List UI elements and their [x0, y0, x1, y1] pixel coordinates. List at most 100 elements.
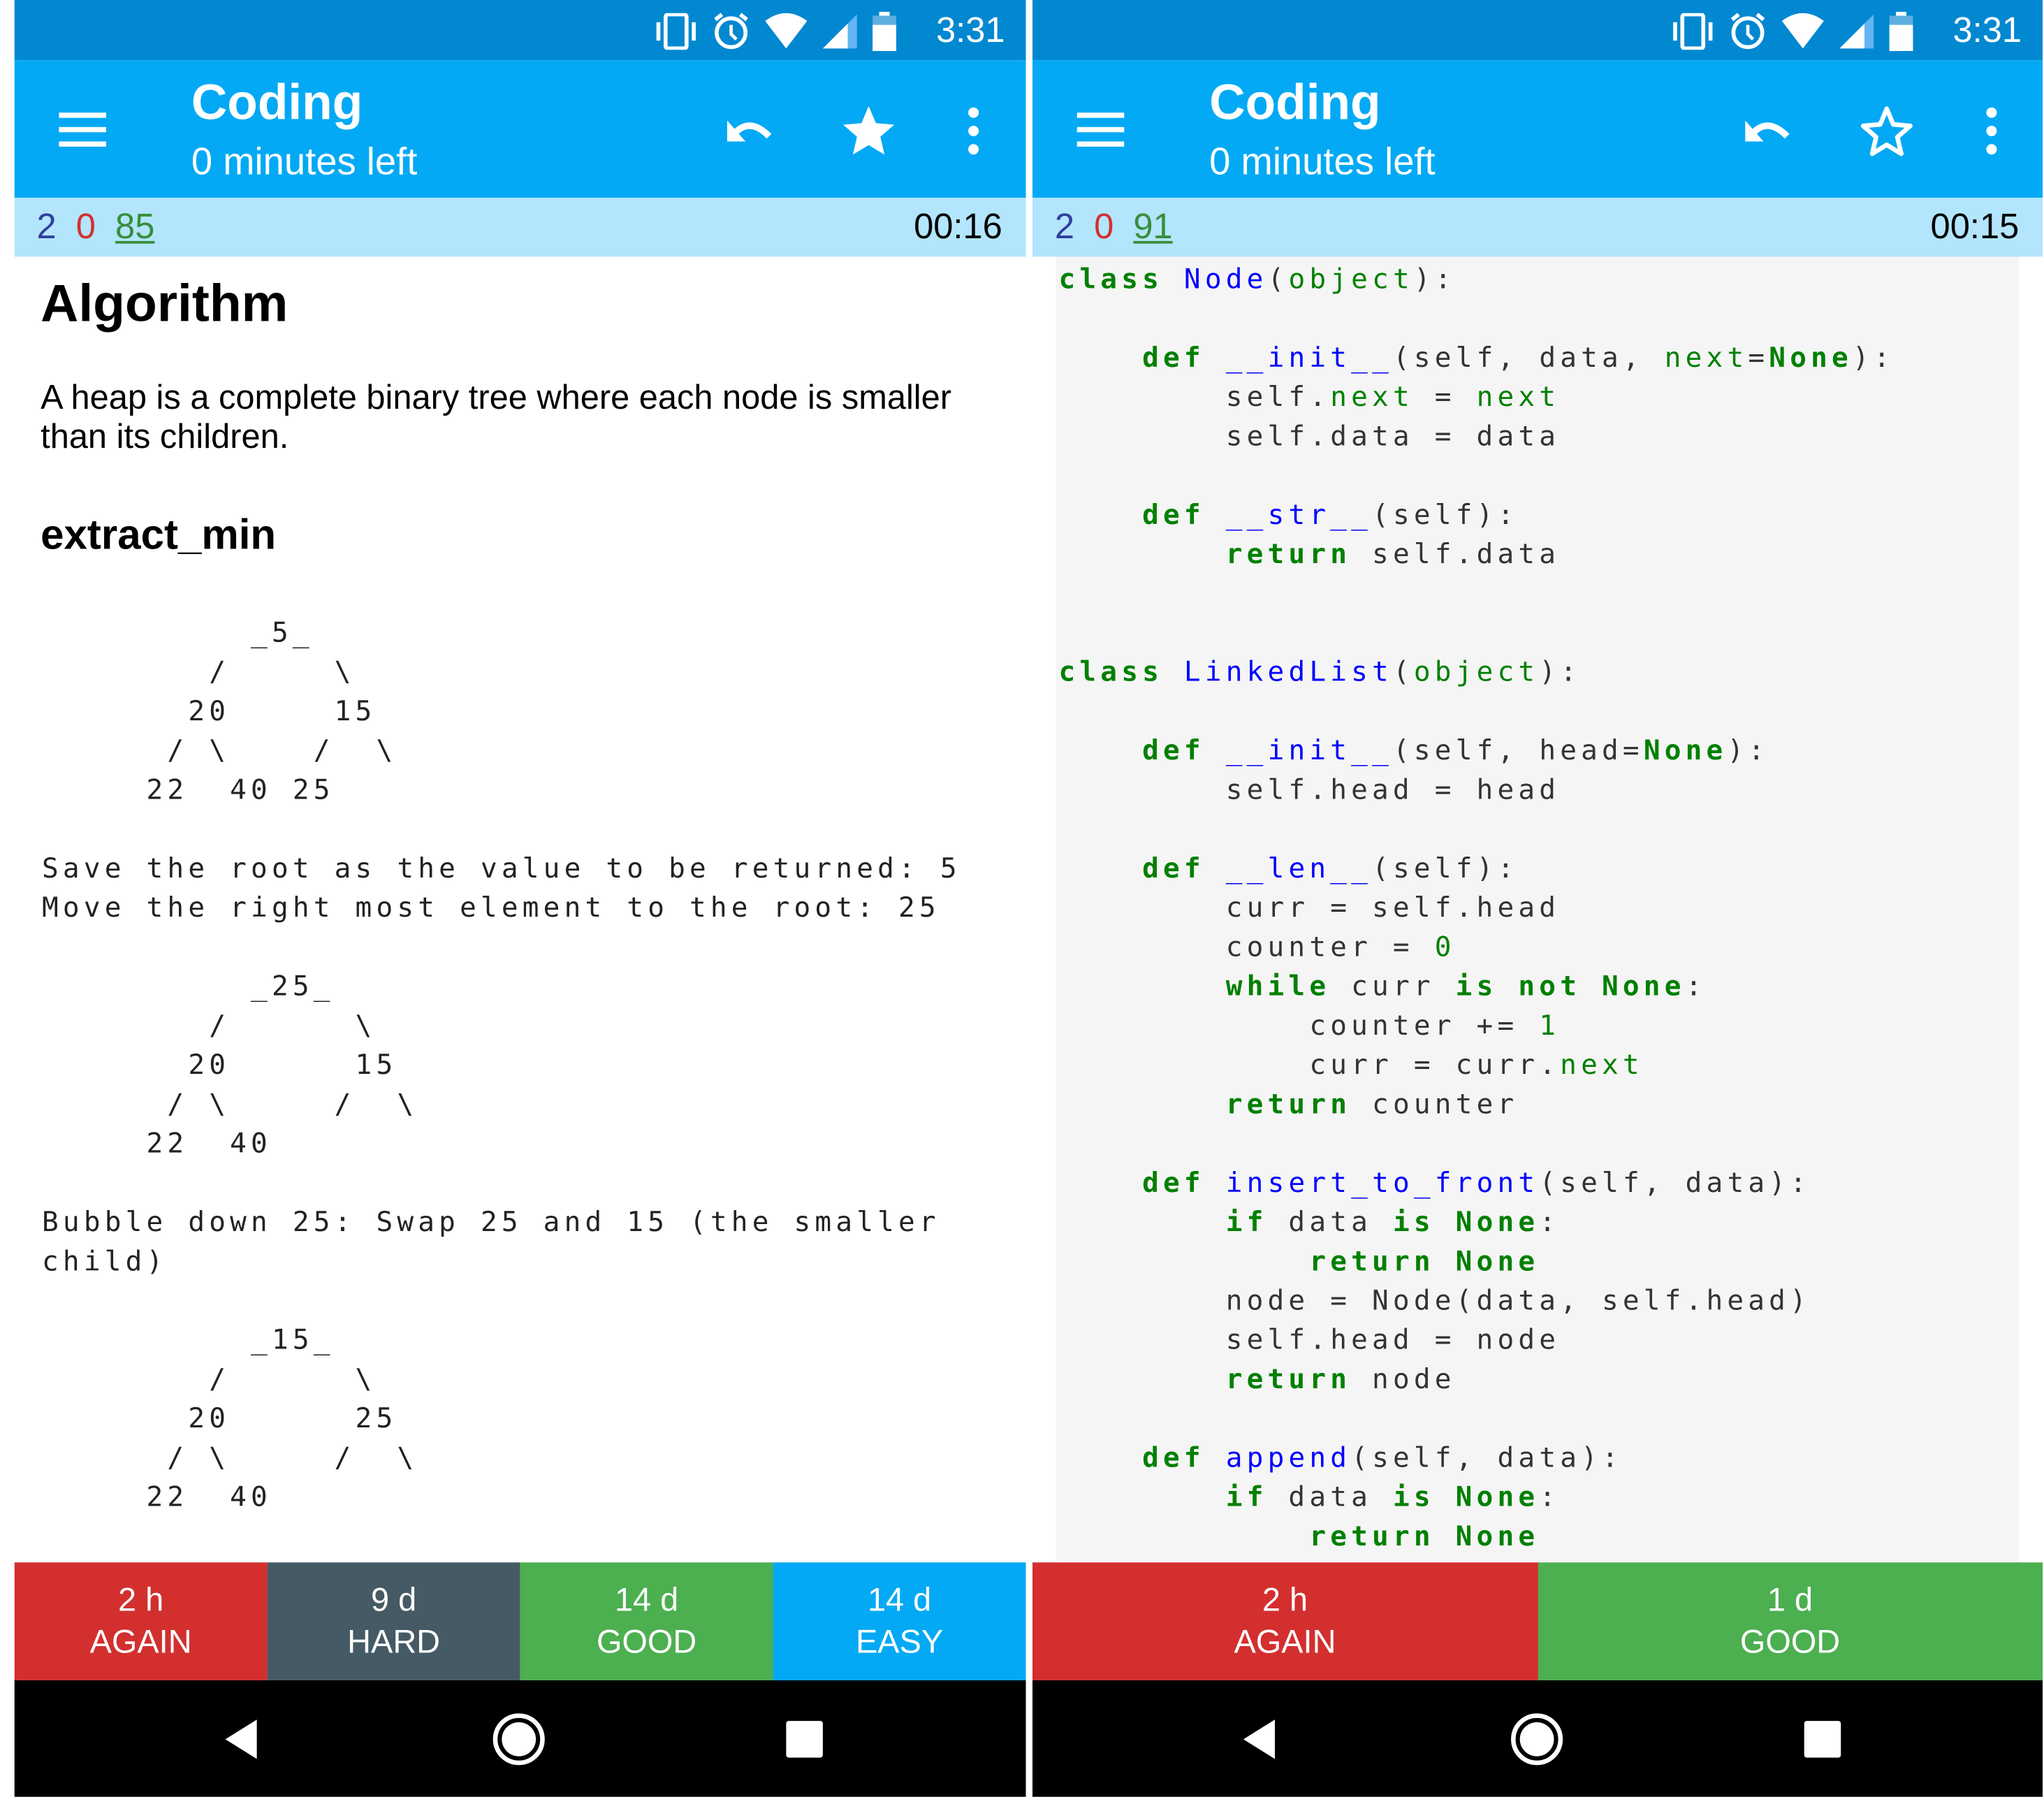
code-text	[1205, 852, 1226, 884]
code-text: curr = curr.	[1058, 1049, 1561, 1081]
code-line: return self.data	[1058, 534, 2019, 574]
code-builtin: next	[1560, 1049, 1644, 1081]
code-text: (self):	[1372, 852, 1519, 885]
more-vert-icon[interactable]	[1963, 102, 2021, 159]
code-line: def __init__(self, data, next=None):	[1058, 338, 2019, 377]
recents-icon[interactable]	[777, 1712, 832, 1767]
code-keyword: None	[1643, 734, 1728, 766]
card-counts-bar: 2 0 85 00:16	[14, 198, 1026, 257]
hard-label: HARD	[347, 1624, 441, 1661]
good-button[interactable]: 1 d GOOD	[1538, 1562, 2043, 1680]
card-content[interactable]: class Node(object): def __init__(self, d…	[1032, 256, 2043, 1563]
menu-icon[interactable]	[1076, 112, 1125, 147]
code-text: :	[1685, 970, 1707, 1002]
new-count: 2	[36, 207, 57, 247]
code-line: self.head = node	[1058, 1320, 2019, 1359]
code-text: ):	[1539, 656, 1582, 688]
good-label: GOOD	[596, 1624, 697, 1661]
hard-button[interactable]: 9 d HARD	[267, 1562, 520, 1680]
card-heading: Algorithm	[41, 275, 289, 333]
home-icon[interactable]	[1510, 1712, 1565, 1767]
code-line: node = Node(data, self.head)	[1058, 1281, 2019, 1320]
code-text: node = Node(data, self.head)	[1058, 1284, 1811, 1316]
code-text: self.data	[1351, 538, 1561, 570]
undo-icon[interactable]	[1740, 102, 1798, 159]
code-text	[1058, 1520, 1309, 1552]
code-text: (self):	[1372, 499, 1519, 531]
star-outline-icon[interactable]	[1858, 102, 1916, 159]
code-keyword: is None	[1392, 1206, 1540, 1238]
easy-label: EASY	[856, 1624, 944, 1661]
code-keyword: return None	[1309, 1245, 1540, 1277]
code-line: counter = 0	[1058, 927, 2019, 966]
again-interval: 2 h	[118, 1582, 164, 1619]
review-count: 85	[115, 207, 155, 247]
code-line: class Node(object):	[1058, 259, 2019, 298]
vibrate-icon	[656, 13, 696, 50]
alarm-icon	[1730, 13, 1765, 50]
undo-icon[interactable]	[722, 102, 780, 159]
star-filled-icon[interactable]	[840, 102, 898, 159]
clock: 3:31	[935, 10, 1005, 50]
code-text: counter +=	[1058, 1010, 1540, 1042]
easy-button[interactable]: 14 d EASY	[773, 1562, 1026, 1680]
card-content[interactable]: Algorithm A heap is a complete binary tr…	[15, 256, 1026, 1562]
code-text: (self, data):	[1539, 1167, 1811, 1199]
code-text	[1058, 1442, 1142, 1474]
battery-icon	[1889, 11, 1913, 52]
code-keyword: is not None	[1455, 970, 1686, 1002]
code-text	[1058, 1167, 1142, 1198]
time-left: 0 minutes left	[191, 141, 418, 184]
more-vert-icon[interactable]	[944, 102, 1002, 159]
good-interval: 14 d	[614, 1582, 679, 1619]
code-line: return None	[1058, 1517, 2019, 1556]
code-text: (	[1267, 263, 1289, 295]
again-button[interactable]: 2 h AGAIN	[1032, 1562, 1538, 1680]
code-text	[1058, 1363, 1225, 1395]
back-icon[interactable]	[1236, 1712, 1291, 1767]
code-text	[1058, 1481, 1225, 1513]
code-line	[1058, 809, 2019, 848]
code-line: self.data = data	[1058, 416, 2019, 456]
recents-icon[interactable]	[1795, 1712, 1850, 1767]
code-line: while curr is not None:	[1058, 966, 2019, 1005]
signal-icon	[822, 14, 857, 49]
card-timer: 00:16	[914, 207, 1002, 247]
again-label: AGAIN	[89, 1624, 192, 1661]
home-icon[interactable]	[491, 1712, 546, 1767]
code-text: =	[1413, 381, 1477, 413]
code-text: data	[1267, 1206, 1393, 1238]
right-screen: 3:31 Coding 0 minutes left 2 0 91 00:15 …	[1032, 0, 2043, 1797]
heap-diagram-text: _5_ / \ 20 15 / \ / \ 22 40 25 Save the …	[42, 616, 961, 1513]
good-button[interactable]: 14 d GOOD	[520, 1562, 773, 1680]
menu-icon[interactable]	[59, 112, 106, 147]
code-text	[1058, 1206, 1225, 1237]
code-keyword: class	[1058, 656, 1164, 688]
card-counts-bar: 2 0 91 00:15	[1032, 198, 2043, 257]
code-text: data	[1267, 1481, 1393, 1513]
again-label: AGAIN	[1234, 1624, 1336, 1661]
signal-icon	[1839, 14, 1874, 49]
new-count: 2	[1054, 207, 1075, 247]
code-text: counter =	[1058, 931, 1435, 963]
code-line: def __init__(self, head=None):	[1058, 731, 2019, 770]
code-line: curr = self.head	[1058, 888, 2019, 927]
code-name: insert_to_front	[1225, 1167, 1540, 1199]
code-line	[1058, 574, 2019, 613]
code-line: if data is None:	[1058, 1477, 2019, 1516]
back-icon[interactable]	[217, 1712, 272, 1767]
easy-interval: 14 d	[867, 1582, 932, 1619]
code-keyword: return	[1225, 1363, 1352, 1395]
code-text: ):	[1413, 263, 1456, 295]
code-text: class Node(object): def __init__(self, d…	[1056, 259, 2020, 1556]
wifi-icon	[765, 13, 808, 49]
code-line: counter += 1	[1058, 1006, 2019, 1045]
code-builtin: 1	[1539, 1010, 1561, 1042]
code-name: append	[1225, 1441, 1352, 1474]
code-keyword: def	[1142, 1441, 1205, 1474]
code-text	[1058, 1089, 1225, 1120]
code-line: if data is None:	[1058, 1202, 2019, 1242]
code-builtin: 0	[1434, 931, 1456, 963]
again-button[interactable]: 2 h AGAIN	[14, 1562, 268, 1680]
time-left: 0 minutes left	[1209, 141, 1436, 184]
